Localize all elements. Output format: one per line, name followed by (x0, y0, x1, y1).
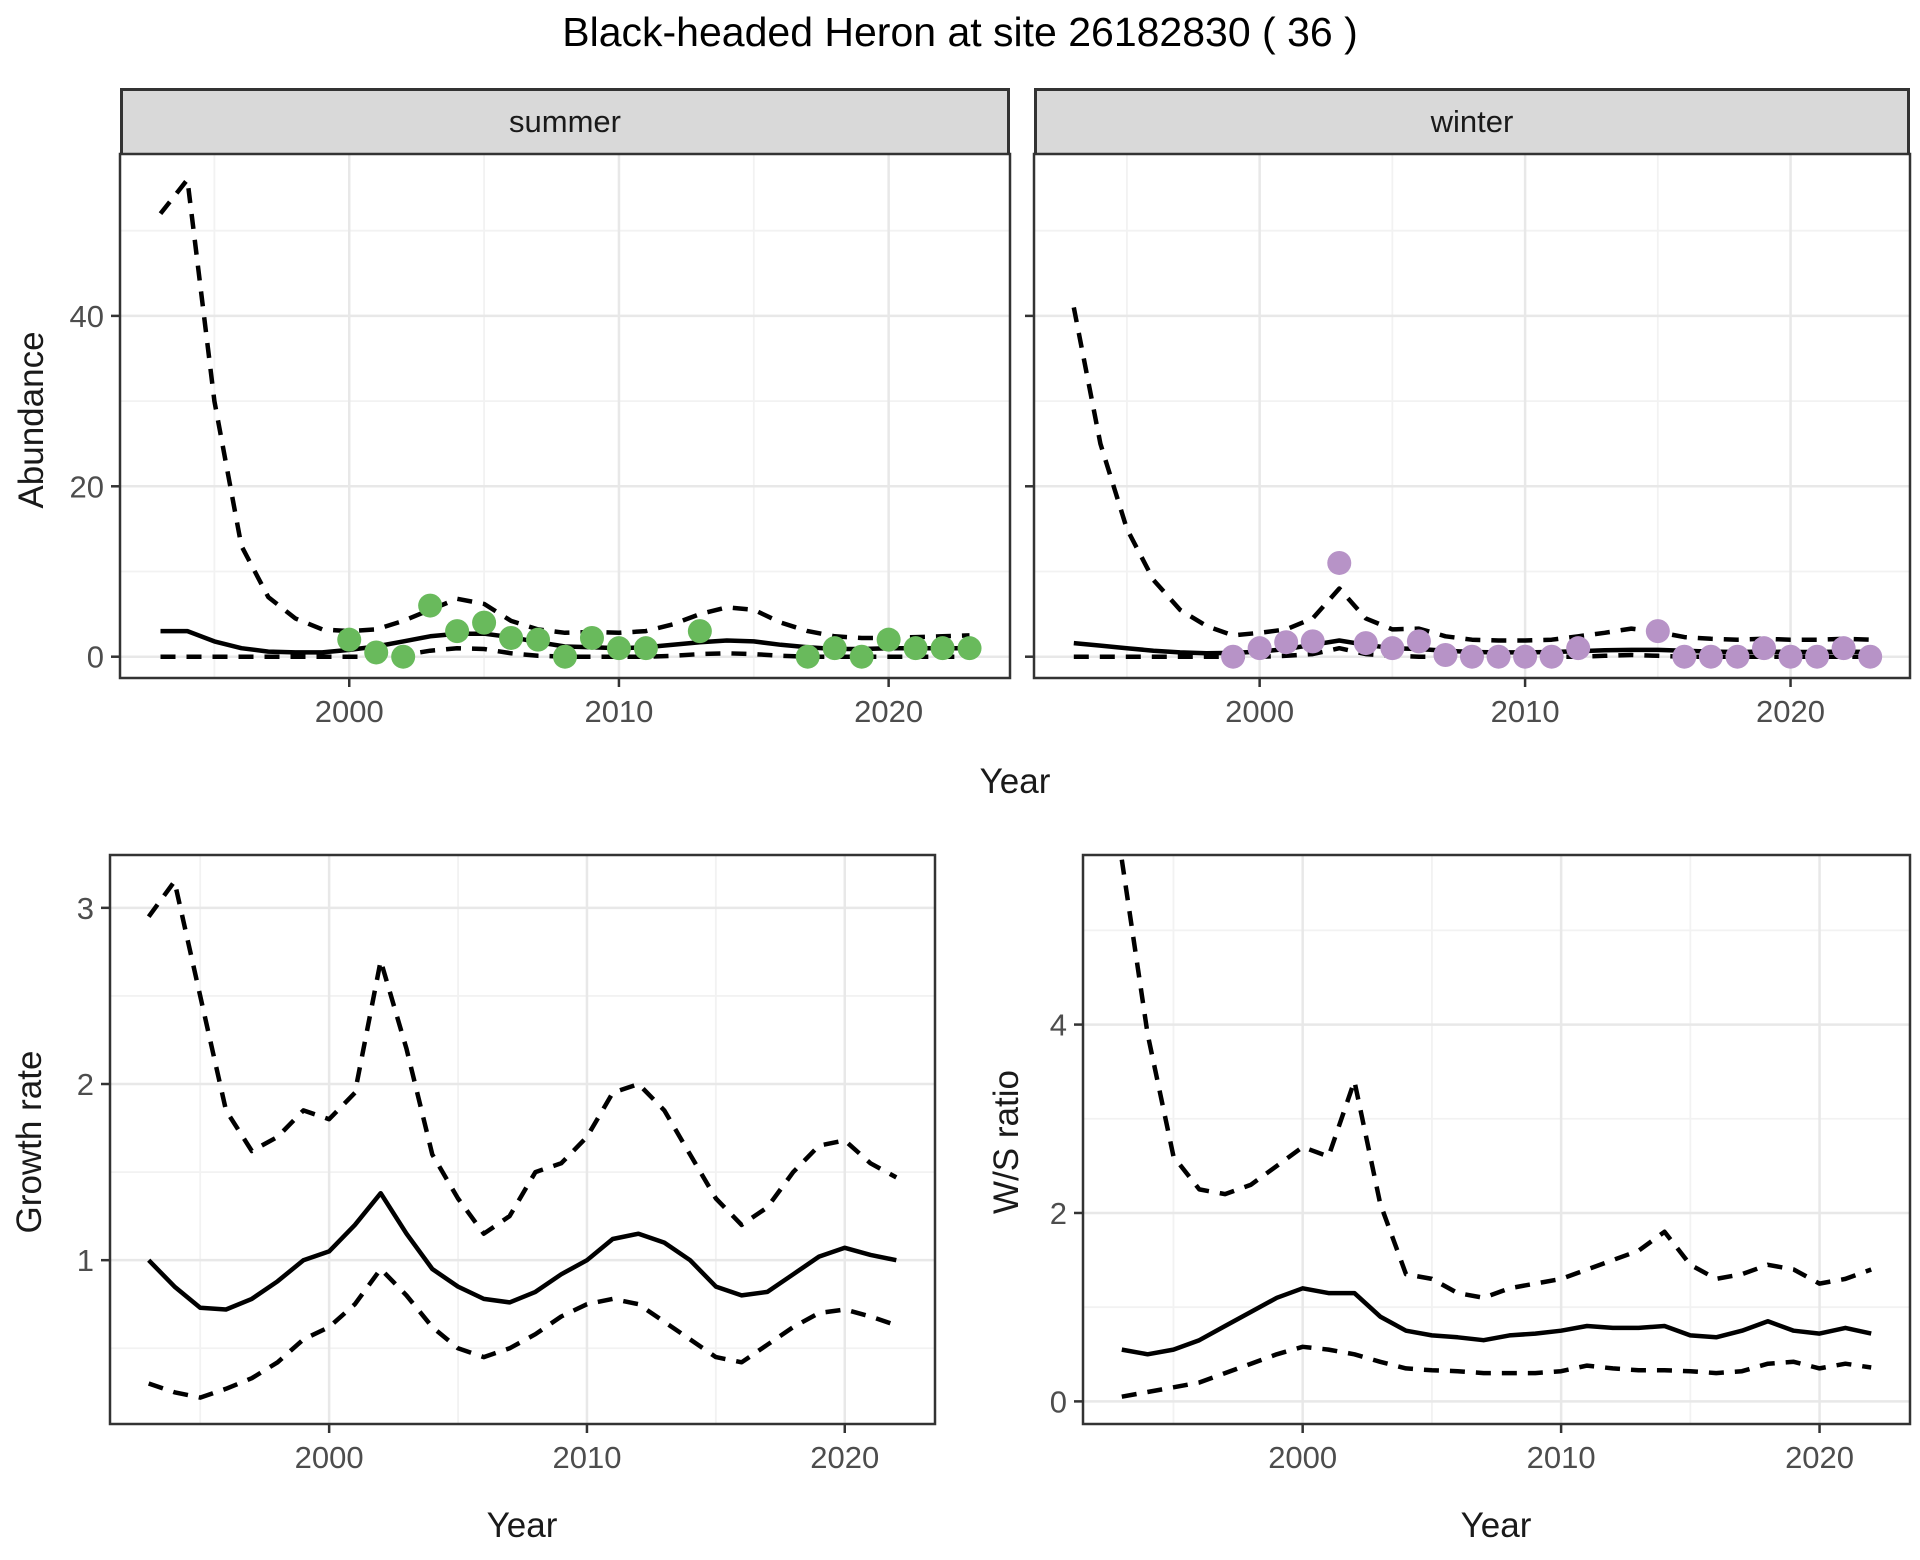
y-axis-tick-label: 0 (1050, 1384, 1067, 1419)
observation-point (1778, 644, 1803, 669)
observation-point (1725, 644, 1750, 669)
observation-point (1247, 636, 1272, 661)
facet-strip-winter-label: winter (1430, 104, 1514, 139)
observation-point (553, 644, 577, 669)
abundance-summer-lower-ci-line (160, 645, 970, 659)
observation-point (364, 640, 389, 665)
observation-point (1858, 644, 1883, 669)
page-title: Black-headed Heron at site 26182830 ( 36… (562, 9, 1358, 55)
facet-strip-winter: winter (1034, 88, 1910, 156)
y-axis-tick-label: 2 (1050, 1196, 1067, 1231)
observation-point (1566, 636, 1591, 661)
observation-point (579, 625, 604, 650)
observation-point (1380, 636, 1405, 661)
x-axis-tick-label: 2000 (1225, 694, 1294, 729)
observation-point (1513, 644, 1538, 669)
observation-point (903, 636, 928, 661)
x-axis-tick-label: 2020 (1785, 1440, 1854, 1475)
x-axis-tick-label: 2010 (552, 1440, 621, 1475)
observation-point (1327, 550, 1352, 575)
observation-point (1300, 629, 1325, 654)
abundance-winter-border (1032, 152, 1912, 680)
y-axis-tick-label: 4 (1050, 1008, 1067, 1043)
y-axis-tick-label: 40 (70, 299, 104, 334)
observation-point (418, 593, 443, 618)
observation-point (1831, 636, 1856, 661)
observation-point (445, 619, 470, 644)
observation-point (1486, 644, 1511, 669)
x-axis-title-top: Year (979, 762, 1051, 801)
observation-point (687, 619, 712, 644)
x-axis-title-ws-ratio: Year (1460, 1506, 1532, 1545)
y-axis-tick-label: 1 (77, 1243, 94, 1278)
ws-ratio-border (1081, 853, 1912, 1426)
y-axis-tick-label: 2 (77, 1067, 94, 1102)
y-axis-tick-label: 0 (87, 640, 104, 675)
growth-rate-fit-line (147, 1190, 897, 1312)
x-axis-tick-label: 2000 (1268, 1440, 1337, 1475)
growth-rate-lower-ci-line (147, 1266, 898, 1400)
observation-point (1698, 644, 1723, 669)
x-axis-tick-label: 2020 (854, 694, 923, 729)
growth-rate-border (108, 853, 937, 1426)
abundance-winter-upper-ci-line (1071, 306, 1871, 643)
x-axis-tick-label: 2020 (810, 1440, 879, 1475)
observation-point (633, 636, 658, 661)
observation-point (1672, 644, 1697, 669)
x-axis-title-growth-rate: Year (486, 1506, 558, 1545)
x-axis-tick-label: 2000 (295, 1440, 364, 1475)
abundance-summer-border (118, 152, 1012, 680)
x-axis-tick-label: 2000 (315, 694, 384, 729)
observation-point (1805, 644, 1830, 669)
ws-ratio-upper-ci-line (1119, 859, 1872, 1301)
x-axis-tick-label: 2010 (584, 694, 653, 729)
ws-ratio-fit-line (1121, 1286, 1872, 1357)
y-axis-tick-label: 20 (70, 469, 104, 504)
observation-point (606, 636, 631, 661)
x-axis-tick-label: 2010 (1491, 694, 1560, 729)
growth-rate-upper-ci-line (146, 879, 898, 1236)
facet-strip-summer-label: summer (509, 104, 621, 139)
ws-ratio-lower-ci-line (1121, 1344, 1872, 1399)
observation-point (337, 627, 362, 652)
observation-point (1221, 644, 1246, 669)
observation-point (526, 627, 551, 652)
observation-point (1645, 619, 1670, 644)
observation-point (1406, 629, 1431, 654)
observation-point (1433, 642, 1458, 667)
observation-point (822, 636, 847, 661)
observation-point (930, 636, 955, 661)
observation-point (1539, 644, 1564, 669)
abundance-summer-panel (120, 154, 1010, 678)
observation-point (957, 636, 982, 661)
observation-point (1460, 644, 1484, 669)
facet-strip-summer: summer (120, 88, 1010, 156)
observation-point (1353, 631, 1378, 656)
growth-rate-panel (110, 855, 935, 1424)
x-axis-tick-label: 2010 (1527, 1440, 1596, 1475)
observation-point (795, 644, 820, 669)
x-axis-tick-label: 2020 (1756, 694, 1825, 729)
abundance-winter-panel (1034, 154, 1910, 678)
observation-point (876, 627, 901, 652)
y-axis-tick-label: 3 (77, 891, 94, 926)
observation-point (391, 644, 416, 669)
observation-point (472, 610, 497, 635)
observation-point (1752, 636, 1776, 661)
observation-point (499, 625, 524, 650)
observation-point (1274, 630, 1299, 655)
observation-point (849, 644, 874, 669)
